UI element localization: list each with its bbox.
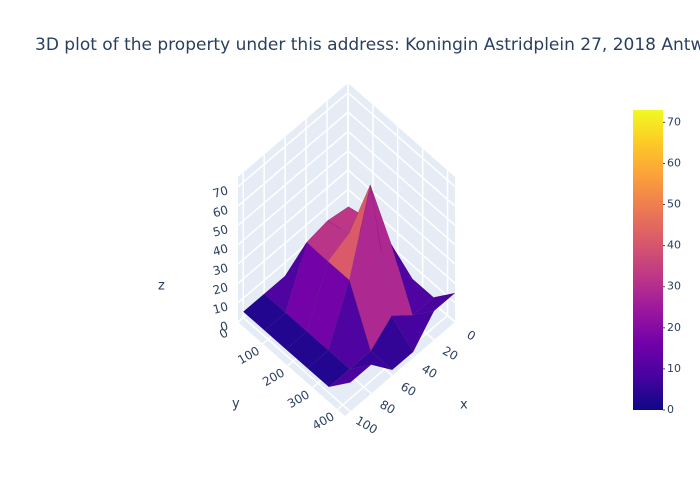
- z-tick-label: 30: [211, 261, 229, 278]
- wall: [238, 83, 348, 322]
- grid-line: [347, 92, 456, 188]
- x-axis-title: x: [460, 398, 468, 413]
- y-tick-label: 300: [285, 387, 312, 411]
- x-tick-label: 40: [419, 361, 439, 381]
- colorbar-tick-label: 10: [667, 362, 681, 375]
- grid-line: [237, 188, 349, 284]
- grid-line: [242, 316, 351, 413]
- z-tick-label: 0: [219, 319, 230, 335]
- colorbar-tick-label: 0: [667, 403, 674, 416]
- y-axis-title: y: [232, 397, 240, 412]
- z-tick-label: 10: [211, 299, 229, 316]
- z-tick-label: 20: [211, 280, 229, 297]
- wall: [348, 83, 455, 322]
- grid-line: [347, 150, 456, 246]
- y-tick-label: 400: [310, 409, 337, 433]
- z-tick-label: 50: [211, 222, 229, 239]
- colorbar-tick-label: 70: [667, 115, 681, 128]
- z-axis-title: z: [158, 279, 165, 294]
- z-tick-label: 40: [211, 241, 229, 258]
- colorbar-tick-label: 20: [667, 321, 681, 334]
- x-tick-label: 20: [440, 344, 460, 364]
- grid-line: [237, 150, 349, 246]
- x-tick-label: 80: [377, 397, 397, 417]
- chart-title: 3D plot of the property under this addre…: [35, 35, 700, 55]
- y-tick-label: 100: [235, 344, 262, 368]
- x-tick-label: 0: [464, 328, 478, 344]
- surface-cell: [328, 364, 372, 388]
- grid-line: [237, 169, 349, 265]
- z-tick-label: 70: [211, 183, 229, 200]
- x-tick-label: 100: [353, 413, 380, 437]
- colorbar: [633, 110, 663, 410]
- grid-line: [237, 92, 349, 188]
- grid-line: [347, 130, 456, 226]
- grid-line: [347, 111, 456, 207]
- grid-line: [347, 169, 456, 265]
- colorbar-tick-label: 40: [667, 239, 681, 252]
- colorbar-tick-label: 60: [667, 156, 681, 169]
- y-tick-label: 200: [260, 365, 287, 389]
- x-tick-label: 60: [398, 379, 418, 399]
- colorbar-tick-label: 30: [667, 280, 681, 293]
- grid-line: [237, 111, 349, 207]
- z-tick-label: 60: [211, 203, 229, 220]
- colorbar-tick-label: 50: [667, 198, 681, 211]
- grid-line: [237, 130, 349, 226]
